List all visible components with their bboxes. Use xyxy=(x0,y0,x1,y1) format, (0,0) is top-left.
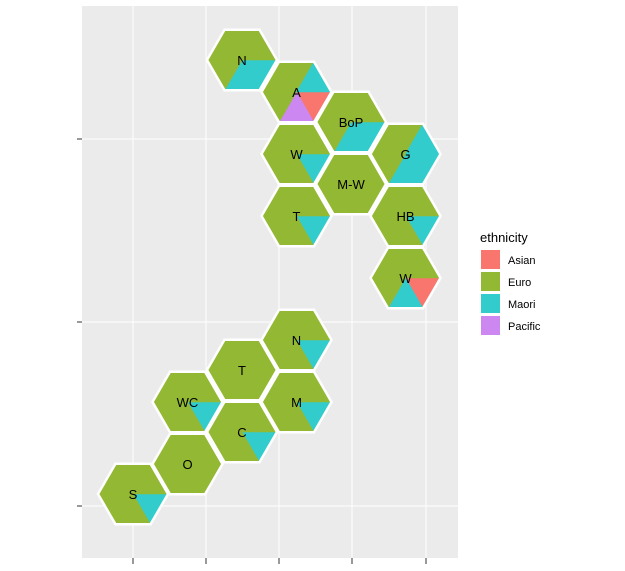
hex-outline xyxy=(369,184,442,248)
legend-swatch-pacific xyxy=(481,316,500,335)
hex-outline xyxy=(151,370,224,434)
hex-outline xyxy=(260,60,333,124)
hex-outline xyxy=(260,308,333,372)
legend-label-pacific: Pacific xyxy=(508,321,541,333)
hex-label: T xyxy=(293,209,301,224)
hex-label: T xyxy=(238,363,246,378)
hexagon-w-8: W xyxy=(369,246,442,310)
legend-swatch-euro xyxy=(481,272,500,291)
hexagon-n-0: N xyxy=(205,28,279,92)
hex-outline xyxy=(260,122,333,186)
hex-label: W xyxy=(399,271,412,286)
legend-label-asian: Asian xyxy=(508,255,536,267)
hexagon-t-5: T xyxy=(260,184,333,248)
hex-label: HB xyxy=(396,209,414,224)
hex-outline xyxy=(151,432,224,496)
hex-label: G xyxy=(400,147,410,162)
hexagon-m-12: M xyxy=(260,370,333,434)
hexagon-g-3: G xyxy=(369,122,442,186)
hex-label: A xyxy=(292,85,301,100)
legend-swatch-maori xyxy=(481,294,500,313)
hex-label: M xyxy=(291,395,302,410)
hex-label: N xyxy=(237,53,246,68)
hex-label: WC xyxy=(177,395,199,410)
hex-outline xyxy=(314,152,388,216)
hex-label: S xyxy=(129,487,138,502)
hex-label: W xyxy=(290,147,303,162)
hexagon-bop-4: BoP xyxy=(314,90,388,154)
hex-outline xyxy=(96,462,170,526)
hexagon-s-15: S xyxy=(96,462,170,526)
hexagon-wc-11: WC xyxy=(151,370,224,434)
legend-label-euro: Euro xyxy=(508,277,531,289)
hex-outline xyxy=(314,90,388,154)
hex-outline xyxy=(205,400,279,464)
hex-label: BoP xyxy=(339,115,364,130)
hexagon-hb-6: HB xyxy=(369,184,442,248)
hexagon-c-13: C xyxy=(205,400,279,464)
legend-swatch-asian xyxy=(481,250,500,269)
hex-outline xyxy=(369,122,442,186)
hex-label: O xyxy=(182,457,192,472)
hex-outline xyxy=(369,246,442,310)
hex-label: C xyxy=(237,425,246,440)
legend: ethnicity Asian Euro Maori Pacific xyxy=(480,230,541,335)
hex-outline xyxy=(205,338,279,402)
hexagon-o-14: O xyxy=(151,432,224,496)
hexagon-a-1: A xyxy=(260,60,333,124)
hexagon-m-w-7: M-W xyxy=(314,152,388,216)
hex-label: N xyxy=(292,333,301,348)
hex-outline xyxy=(205,28,279,92)
hex-outline xyxy=(260,370,333,434)
hexagon-n-9: N xyxy=(260,308,333,372)
legend-title: ethnicity xyxy=(480,230,528,245)
hexagon-layer: N A W G BoP T HB M-W W N T WC M C O S xyxy=(96,28,442,526)
hexagon-w-2: W xyxy=(260,122,333,186)
hexagon-t-10: T xyxy=(205,338,279,402)
hex-label: M-W xyxy=(337,177,365,192)
hex-outline xyxy=(260,184,333,248)
legend-label-maori: Maori xyxy=(508,299,536,311)
